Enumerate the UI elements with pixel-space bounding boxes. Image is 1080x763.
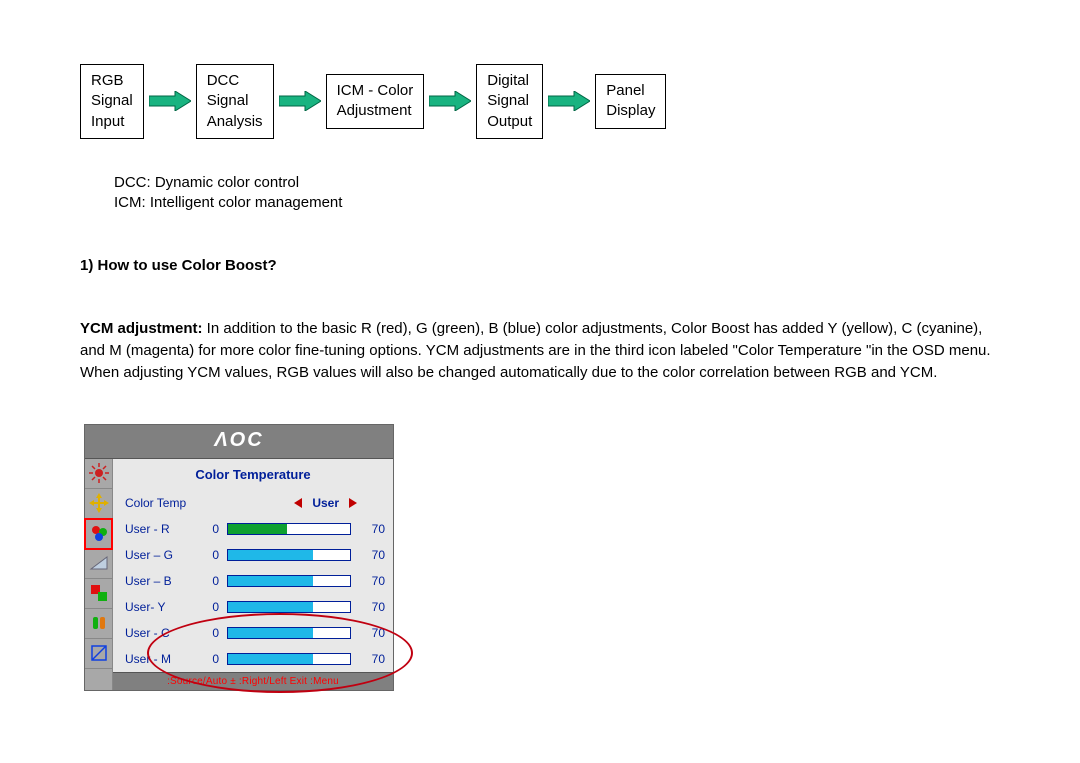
osd-slider-fill [228, 550, 313, 560]
osd-tab-luminance[interactable] [85, 459, 112, 489]
osd-footer-hint: :Source/Auto ± :Right/Left Exit :Menu [113, 672, 393, 690]
ycm-body: In addition to the basic R (red), G (gre… [80, 320, 991, 381]
chevron-right-icon[interactable] [349, 498, 357, 508]
osd-sidebar [85, 459, 113, 690]
osd-slider-min: 0 [205, 600, 219, 614]
arrow-icon [429, 91, 471, 111]
osd-section-title: Color Temperature [113, 459, 393, 490]
osd-slider-value: 70 [361, 652, 385, 666]
osd-slider-fill [228, 524, 287, 534]
osd-tab-colortemp[interactable] [85, 519, 112, 549]
osd-slider-row-5: User - M 0 70 [113, 646, 393, 672]
flow-box-icm: ICM - Color Adjustment [326, 74, 425, 129]
osd-tab-setup[interactable] [85, 609, 112, 639]
osd-slider-fill [228, 576, 313, 586]
osd-slider-row-2: User – B 0 70 [113, 568, 393, 594]
osd-slider-track[interactable] [227, 575, 351, 587]
osd-setup-icon [89, 613, 109, 633]
osd-slider-min: 0 [205, 522, 219, 536]
ycm-paragraph: YCM adjustment: In addition to the basic… [80, 318, 1000, 383]
osd-main: Color Temperature Color Temp User User -… [113, 459, 393, 690]
osd-tab-extra[interactable] [85, 639, 112, 669]
osd-slider-label: User - R [125, 522, 201, 536]
osd-slider-value: 70 [361, 522, 385, 536]
osd-slider-row-4: User - C 0 70 [113, 620, 393, 646]
osd-color-temp-row: Color Temp User [113, 490, 393, 516]
osd-slider-min: 0 [205, 548, 219, 562]
def-dcc: DCC: Dynamic color control [114, 173, 1080, 193]
osd-slider-track[interactable] [227, 601, 351, 613]
osd-slider-value: 70 [361, 600, 385, 614]
osd-slider-row-1: User – G 0 70 [113, 542, 393, 568]
osd-slider-min: 0 [205, 574, 219, 588]
osd-brand: ΛOC [85, 425, 393, 459]
section-heading: 1) How to use Color Boost? [80, 257, 1080, 274]
osd-slider-label: User- Y [125, 600, 201, 614]
osd-slider-label: User – B [125, 574, 201, 588]
arrow-icon [149, 91, 191, 111]
arrow-icon [279, 91, 321, 111]
flow-box-panel: Panel Display [595, 74, 666, 129]
osd-tab-picture[interactable] [85, 579, 112, 609]
pictureboost-icon [89, 583, 109, 603]
osd-colortemp-selector[interactable]: User [294, 496, 357, 510]
osd-slider-value: 70 [361, 548, 385, 562]
flow-box-rgb-input: RGB Signal Input [80, 64, 144, 139]
ycm-lead: YCM adjustment: [80, 320, 203, 337]
osd-colortemp-value: User [312, 496, 339, 510]
flow-arrow [148, 91, 192, 111]
flow-arrow [278, 91, 322, 111]
flow-box-digital-out: Digital Signal Output [476, 64, 543, 139]
osd-tab-position[interactable] [85, 489, 112, 519]
osd-slider-fill [228, 602, 313, 612]
extra-icon [89, 643, 109, 663]
osd-slider-fill [228, 628, 313, 638]
osd-slider-track[interactable] [227, 523, 351, 535]
flow-arrow [428, 91, 472, 111]
osd-slider-track[interactable] [227, 627, 351, 639]
osd-slider-track[interactable] [227, 549, 351, 561]
colortemp-icon [89, 523, 109, 543]
luminance-icon [89, 463, 109, 483]
osd-slider-row-0: User - R 0 70 [113, 516, 393, 542]
osd-slider-label: User – G [125, 548, 201, 562]
flow-arrow [547, 91, 591, 111]
osd-slider-min: 0 [205, 626, 219, 640]
osd-slider-min: 0 [205, 652, 219, 666]
chevron-left-icon[interactable] [294, 498, 302, 508]
signal-flow-diagram: RGB Signal Input DCC Signal Analysis ICM… [80, 64, 1080, 139]
osd-slider-fill [228, 654, 313, 664]
osd-slider-label: User - M [125, 652, 201, 666]
colorboost-icon [89, 553, 109, 573]
osd-colortemp-label: Color Temp [125, 496, 201, 510]
def-icm: ICM: Intelligent color management [114, 193, 1080, 213]
osd-tab-boost[interactable] [85, 549, 112, 579]
osd-panel: ΛOC Color Temperature Color Temp User Us… [84, 424, 394, 691]
flow-box-dcc: DCC Signal Analysis [196, 64, 274, 139]
osd-slider-label: User - C [125, 626, 201, 640]
definitions-block: DCC: Dynamic color control ICM: Intellig… [114, 173, 1080, 214]
arrow-icon [548, 91, 590, 111]
osd-slider-row-3: User- Y 0 70 [113, 594, 393, 620]
osd-slider-track[interactable] [227, 653, 351, 665]
position-icon [89, 493, 109, 513]
osd-slider-value: 70 [361, 574, 385, 588]
osd-slider-value: 70 [361, 626, 385, 640]
